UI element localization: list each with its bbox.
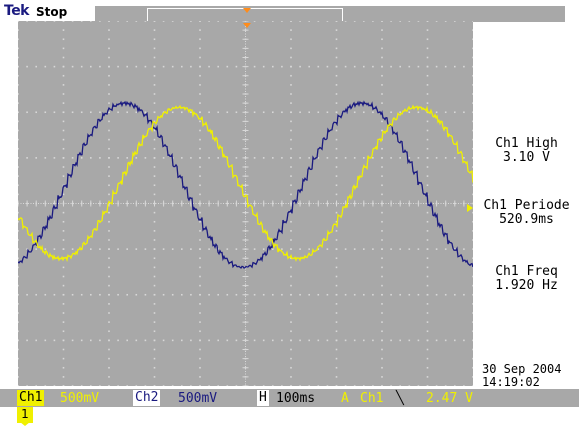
scope-screen [17,20,474,387]
trigger-point-icon [243,23,251,28]
ch2-label[interactable]: Ch2 [133,390,161,406]
ch2-scale[interactable]: 500mV [178,391,218,406]
measurement-value: 3.10 V [503,150,550,165]
trigger-level-icon [467,204,473,212]
time-text: 14:19:02 [482,375,540,389]
acquisition-status: Stop [36,5,68,19]
ch1-label[interactable]: Ch1 [17,390,45,406]
brand-logo: Tek [4,3,30,19]
datetime-stamp: 30 Sep 2004 14:19:02 [482,363,561,389]
measurement-label: Ch1 Freq [495,264,558,279]
waveform-display [17,20,474,390]
trigger-label[interactable]: A [341,391,349,406]
ch2-trace [17,100,474,269]
record-view-bar [95,6,565,22]
measurement-label: Ch1 Periode [483,198,570,213]
measurement-value: 1.920 Hz [495,278,558,293]
ch1-trace [17,104,474,263]
trigger-slope-icon[interactable]: ╲ [396,391,404,406]
measurement-value: 520.9ms [499,212,554,227]
trigger-source[interactable]: Ch1 [360,391,384,406]
measurement-ch1-high: Ch1 High 3.10 V [474,137,579,165]
top-status-bar: Tek Stop [0,0,579,23]
horizontal-scale[interactable]: 100ms [276,391,316,406]
trigger-position-icon [243,8,251,13]
ch1-ground-marker: 1 [17,407,33,426]
settings-bar: Ch1 500mV Ch2 500mV H 100ms A Ch1 ╲ 2.47… [0,389,579,407]
measurement-label: Ch1 High [495,136,558,151]
date-text: 30 Sep 2004 [482,362,562,376]
horizontal-label[interactable]: H [257,390,269,406]
trigger-level[interactable]: 2.47 V [426,391,473,406]
ch1-scale[interactable]: 500mV [60,391,100,406]
measurement-ch1-period: Ch1 Periode 520.9ms [474,199,579,227]
measurement-ch1-freq: Ch1 Freq 1.920 Hz [474,265,579,293]
